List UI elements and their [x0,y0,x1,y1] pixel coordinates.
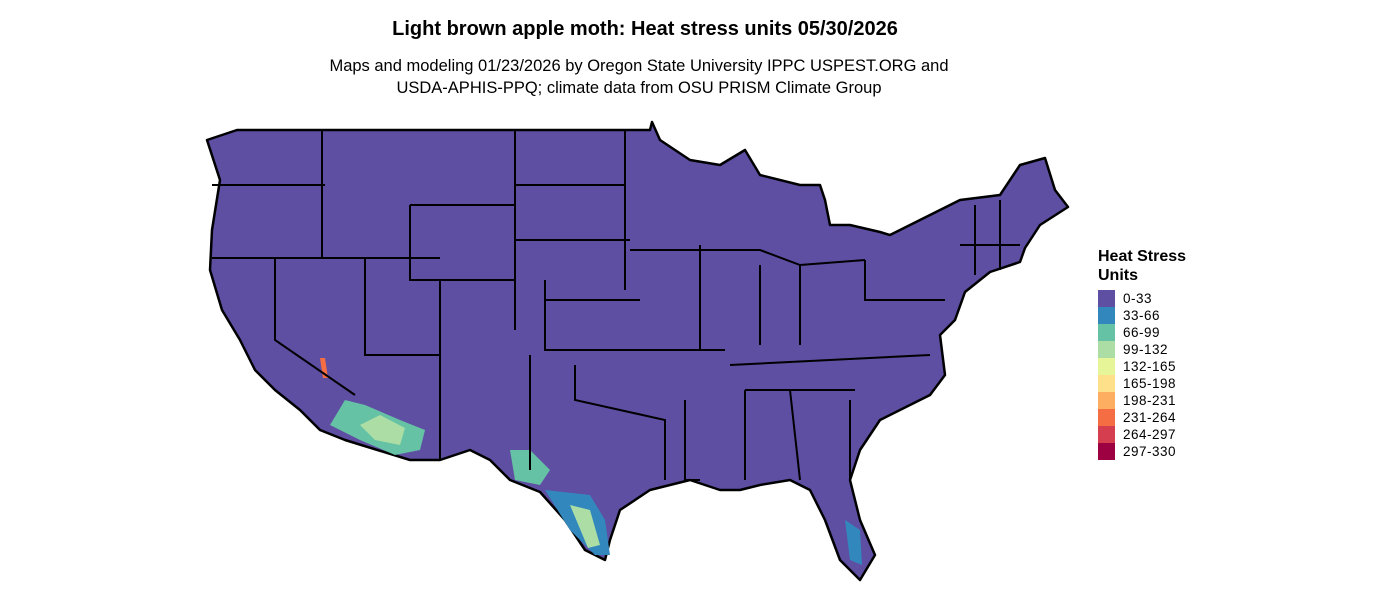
legend-items: 0-33 33-66 66-99 99-132 132-165 165-198 198-23… [1098,290,1186,460]
heat-stress-patches [320,358,862,565]
legend-item: 231-264 [1098,409,1186,426]
legend-title: Heat Stress Units [1098,247,1186,285]
legend-swatch [1098,307,1115,324]
legend-swatch [1098,409,1115,426]
legend-label: 231-264 [1123,410,1177,425]
patch-florida [845,520,862,565]
legend-swatch [1098,392,1115,409]
legend-title-line-2: Units [1098,267,1138,284]
legend-swatch [1098,341,1115,358]
legend-item: 66-99 [1098,324,1186,341]
legend-swatch [1098,443,1115,460]
legend-swatch [1098,358,1115,375]
legend-label: 132-165 [1123,359,1177,374]
subtitle-line-1: Maps and modeling 01/23/2026 by Oregon S… [329,57,949,75]
legend-item: 132-165 [1098,358,1186,375]
legend-swatch [1098,426,1115,443]
map-subtitle: Maps and modeling 01/23/2026 by Oregon S… [0,55,1278,99]
legend-item: 297-330 [1098,443,1186,460]
legend-title-line-1: Heat Stress [1098,248,1187,265]
subtitle-line-2: USDA-APHIS-PPQ; climate data from OSU PR… [396,79,882,97]
legend-label: 198-231 [1123,393,1177,408]
patch-socal-az-high [360,415,405,445]
legend-label: 99-132 [1123,342,1169,357]
legend-label: 264-297 [1123,427,1177,442]
legend-swatch [1098,324,1115,341]
legend-item: 198-231 [1098,392,1186,409]
legend-label: 0-33 [1123,291,1153,306]
legend-item: 99-132 [1098,341,1186,358]
map-title: Light brown apple moth: Heat stress unit… [392,18,898,40]
legend-item: 165-198 [1098,375,1186,392]
legend-label: 165-198 [1123,376,1177,391]
state-boundaries [212,130,1020,481]
legend-label: 33-66 [1123,308,1161,323]
legend-item: 0-33 [1098,290,1186,307]
legend-item: 264-297 [1098,426,1186,443]
legend-swatch [1098,290,1115,307]
patch-texas-south-high [570,505,600,548]
legend-label: 297-330 [1123,444,1177,459]
patch-death-valley [320,358,328,378]
legend-item: 33-66 [1098,307,1186,324]
legend: Heat Stress Units 0-33 33-66 66-99 99-132 13… [1098,247,1186,460]
legend-swatch [1098,375,1115,392]
legend-label: 66-99 [1123,325,1161,340]
